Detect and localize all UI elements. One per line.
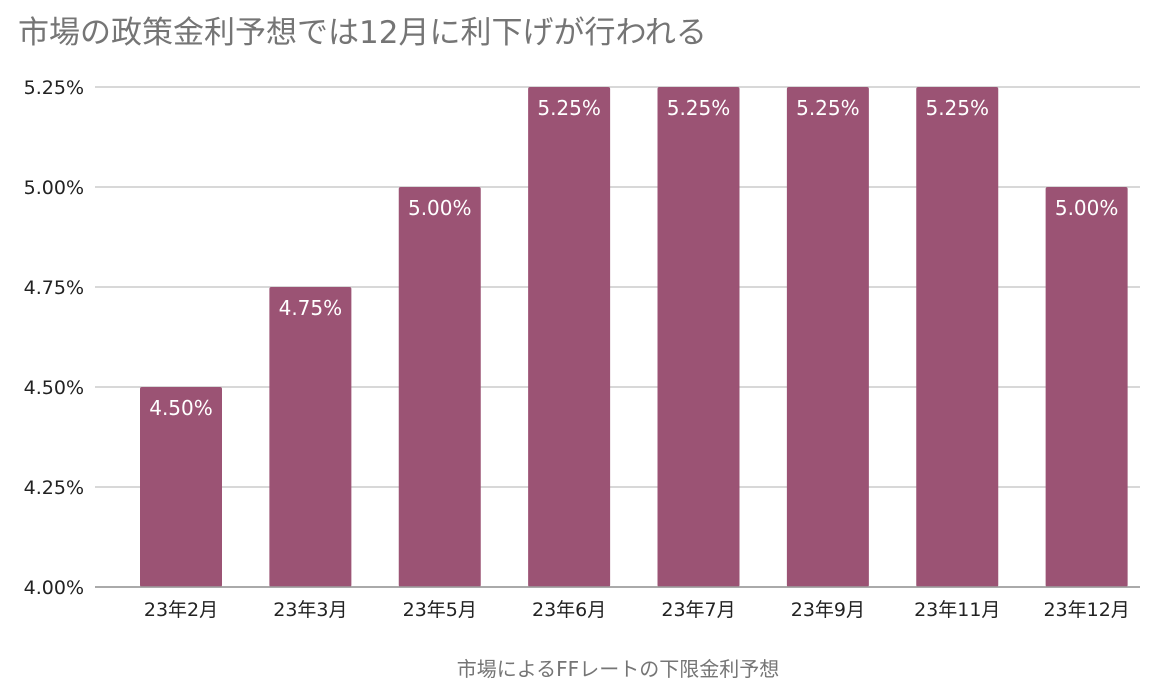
y-tick-label: 4.75% [24,277,84,299]
y-tick-label: 5.00% [24,177,84,199]
bar [916,87,999,587]
chart-title: 市場の政策金利予想では12月に利下げが行われる [18,15,707,51]
x-tick-label: 23年3月 [273,599,347,621]
x-tick-label: 23年2月 [144,599,218,621]
x-tick-label: 23年11月 [914,599,1000,621]
data-label: 5.25% [537,96,601,120]
data-label: 4.50% [149,396,213,420]
bar [1045,187,1128,587]
x-tick-label: 23年12月 [1043,599,1129,621]
data-label: 5.00% [1055,196,1119,220]
bar [269,287,352,587]
bars [140,87,1128,587]
data-label: 5.25% [667,96,731,120]
y-tick-label: 4.25% [24,477,84,499]
bar [528,87,611,587]
bar [140,387,222,587]
y-tick-label: 4.00% [24,577,84,599]
y-axis-ticks: 4.00% 4.25% 4.50% 4.75% 5.00% 5.25% [24,77,84,599]
x-axis-ticks: 23年2月 23年3月 23年5月 23年6月 23年7月 23年9月 23年11月 23年1… [144,599,1130,621]
bar [786,87,869,587]
data-label: 5.25% [796,96,860,120]
x-axis-title: 市場によるFFレートの下限金利予想 [457,657,779,681]
x-tick-label: 23年5月 [403,599,477,621]
data-label: 5.25% [925,96,989,120]
data-label: 4.75% [279,296,343,320]
x-tick-label: 23年7月 [661,599,735,621]
y-tick-label: 5.25% [24,77,84,99]
x-tick-label: 23年9月 [791,599,865,621]
bar [657,87,740,587]
data-label: 5.00% [408,196,472,220]
y-tick-label: 4.50% [24,377,84,399]
data-labels: 4.50% 4.75% 5.00% 5.25% 5.25% 5.25% 5.25% 5.00% [149,96,1118,420]
bar [398,187,481,587]
x-tick-label: 23年6月 [532,599,606,621]
